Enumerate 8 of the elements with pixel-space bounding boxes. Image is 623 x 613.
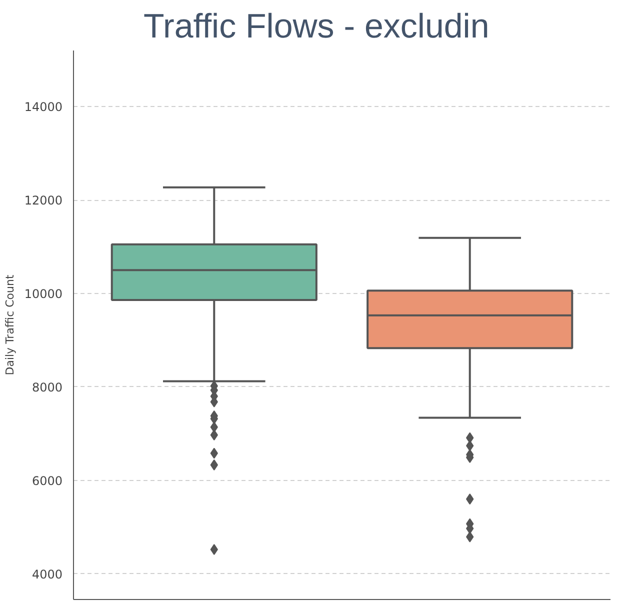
y-tick-label: 10000	[24, 286, 63, 301]
y-axis-title: Daily Traffic Count	[3, 274, 16, 376]
y-tick-label: 4000	[32, 567, 63, 582]
y-tick-label: 8000	[32, 380, 63, 394]
y-tick-label: 6000	[32, 474, 63, 488]
chart-title: Traffic Flows - excludin	[144, 8, 490, 46]
y-tick-label: 12000	[24, 194, 63, 208]
y-tick-label: 14000	[24, 100, 63, 114]
